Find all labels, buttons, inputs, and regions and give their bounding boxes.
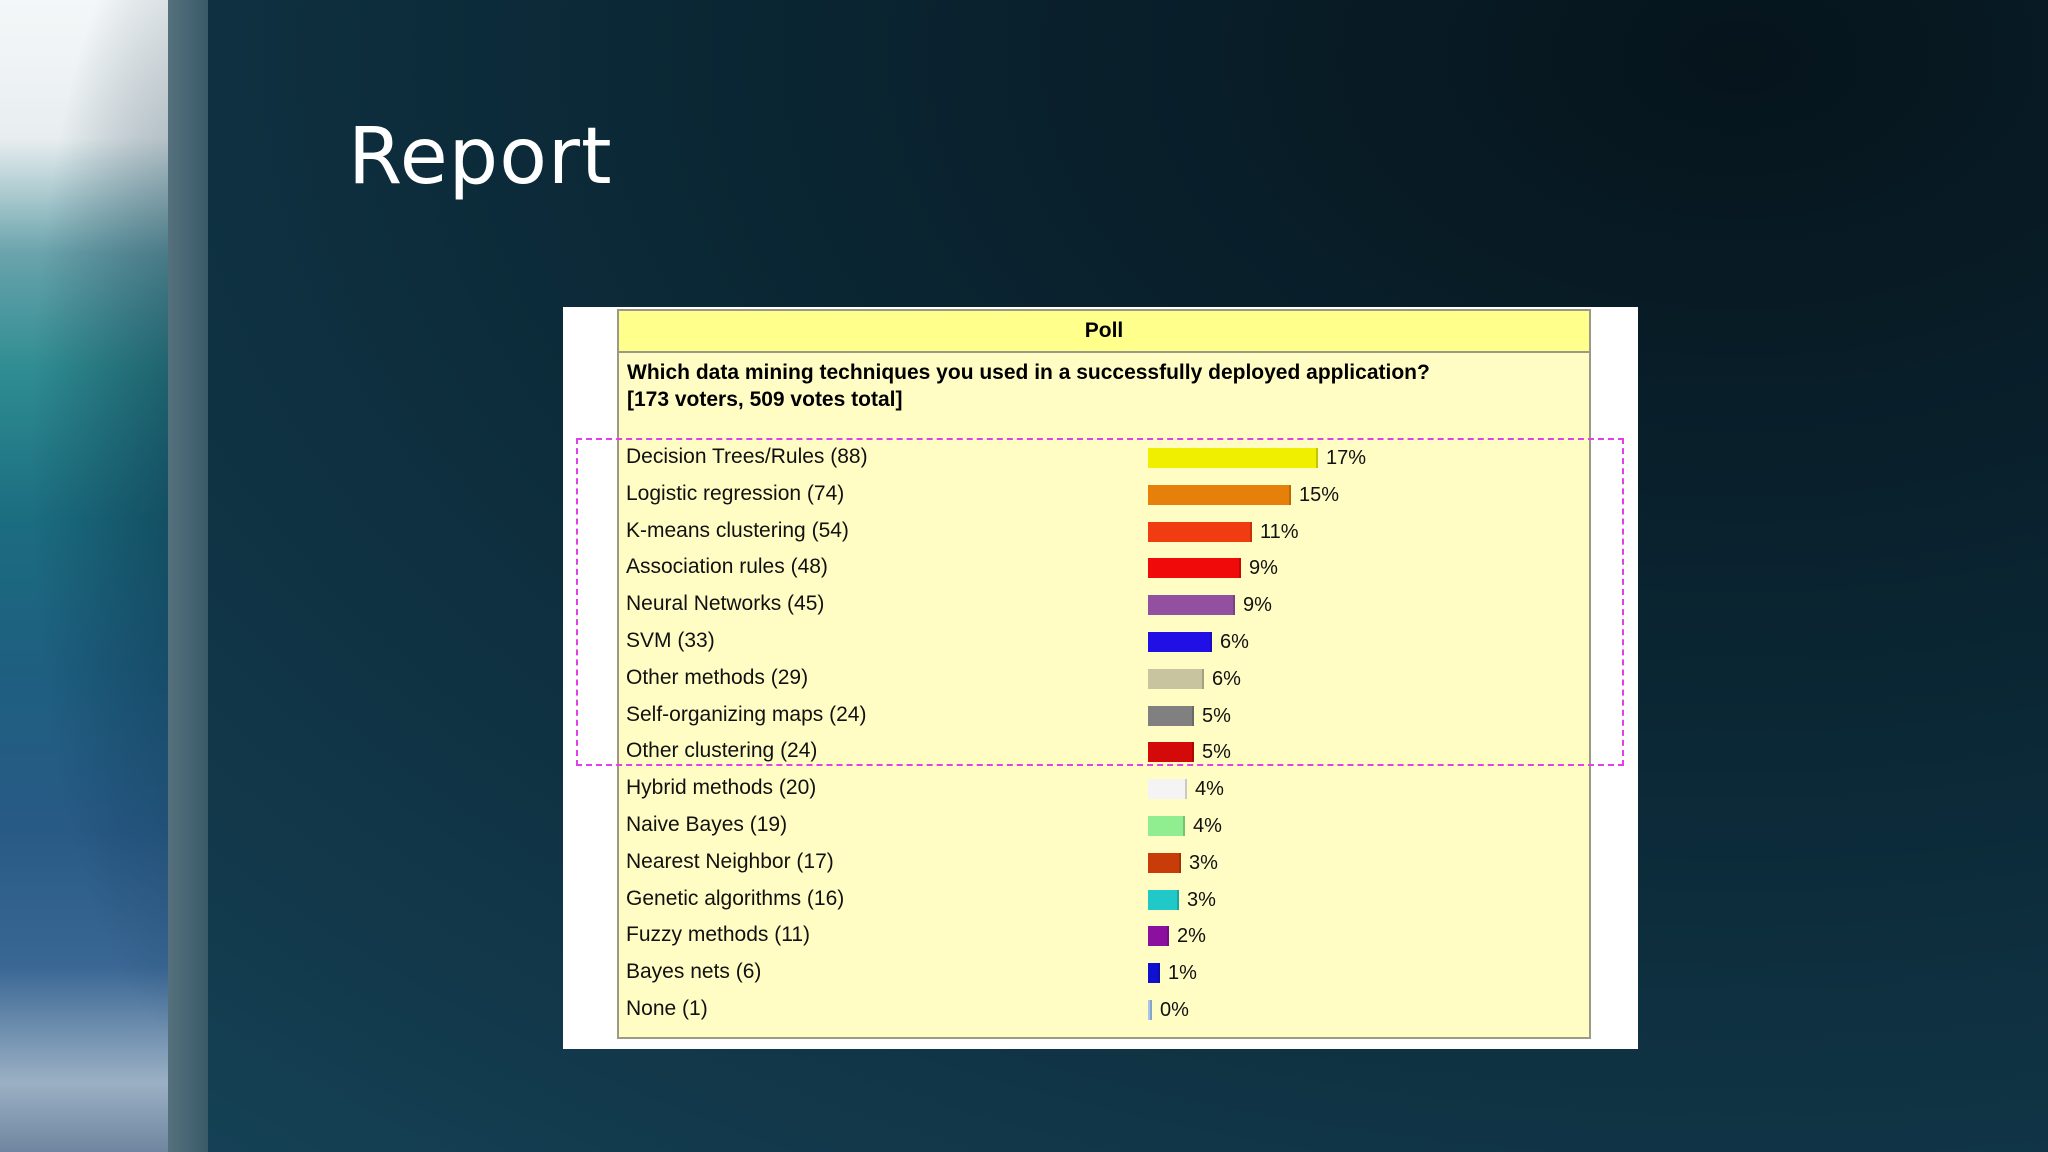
poll-row-label: Hybrid methods (20): [626, 776, 817, 800]
poll-header: Poll: [619, 311, 1589, 353]
poll-row-label: Genetic algorithms (16): [626, 886, 845, 910]
slide-title: Report: [348, 112, 613, 202]
poll-row-label: Association rules (48): [626, 555, 828, 579]
poll-bar: [1148, 1000, 1152, 1020]
poll-row-label: Self-organizing maps (24): [626, 702, 867, 726]
poll-row: Logistic regression (74) 15%: [563, 477, 1638, 511]
poll-row-label: None (1): [626, 997, 708, 1020]
poll-percent-label: 9%: [1243, 594, 1272, 617]
poll-bar: [1148, 779, 1187, 800]
poll-bar: [1148, 558, 1241, 579]
poll-row-label: Logistic regression (74): [626, 481, 845, 505]
poll-bar: [1148, 632, 1212, 652]
poll-row-label: SVM (33): [626, 629, 715, 652]
poll-percent-label: 2%: [1177, 925, 1206, 948]
poll-percent-label: 1%: [1168, 962, 1197, 985]
poll-row: K-means clustering (54) 11%: [563, 514, 1638, 548]
poll-row-label: Naive Bayes (19): [626, 813, 788, 836]
poll-percent-label: 11%: [1260, 520, 1299, 543]
poll-percent-label: 3%: [1189, 851, 1218, 874]
poll-row: Bayes nets (6) 1%: [563, 955, 1638, 989]
poll-row: Hybrid methods (20) 4%: [563, 771, 1638, 805]
poll-row-label: Other methods (29): [626, 665, 809, 689]
poll-row-label: Neural Networks (45): [626, 592, 825, 616]
poll-row: Self-organizing maps (24) 5%: [563, 698, 1638, 732]
poll-percent-label: 6%: [1220, 631, 1249, 653]
poll-row-label: Fuzzy methods (11): [626, 923, 811, 947]
poll-bar: [1148, 484, 1291, 505]
poll-row: Other methods (29) 6%: [563, 661, 1638, 695]
poll-row: Neural Networks (45) 9%: [563, 587, 1638, 621]
poll-row: Genetic algorithms (16) 3%: [563, 882, 1638, 916]
poll-bar: [1148, 595, 1235, 616]
poll-percent-label: 9%: [1249, 557, 1278, 580]
poll-bar: [1148, 448, 1318, 468]
poll-bar: [1148, 852, 1181, 873]
poll-row: Association rules (48) 9%: [563, 550, 1638, 584]
poll-bar: [1148, 521, 1252, 542]
poll-row: Naive Bayes (19) 4%: [563, 808, 1638, 842]
poll-percent-label: 5%: [1202, 704, 1231, 727]
poll-row-label: K-means clustering (54): [626, 518, 849, 542]
poll-row: Decision Trees/Rules (88) 17%: [563, 440, 1638, 474]
poll-bar: [1148, 926, 1169, 947]
poll-percent-label: 4%: [1193, 815, 1222, 837]
poll-panel: Poll Which data mining techniques you us…: [617, 309, 1591, 1039]
poll-bar: [1148, 668, 1204, 689]
poll-percent-label: 0%: [1160, 999, 1189, 1021]
poll-percent-label: 17%: [1326, 447, 1367, 469]
poll-percent-label: 15%: [1299, 483, 1340, 506]
poll-row: None (1) 0%: [563, 992, 1638, 1026]
poll-question: Which data mining techniques you used in…: [627, 359, 1577, 413]
poll-bar: [1148, 705, 1194, 726]
poll-row: SVM (33) 6%: [563, 624, 1638, 658]
poll-percent-label: 5%: [1202, 741, 1231, 764]
poll-bar: [1148, 816, 1185, 836]
poll-percent-label: 6%: [1212, 667, 1241, 690]
poll-row-label: Nearest Neighbor (17): [626, 849, 834, 873]
poll-row: Other clustering (24) 5%: [563, 734, 1638, 768]
poll-bar: [1148, 963, 1160, 984]
poll-voters-line: [173 voters, 509 votes total]: [627, 388, 903, 411]
poll-percent-label: 3%: [1187, 888, 1216, 911]
poll-row-label: Decision Trees/Rules (88): [626, 445, 868, 468]
poll-row-label: Other clustering (24): [626, 739, 818, 763]
poll-rows: Decision Trees/Rules (88) 17% Logistic reg…: [563, 307, 1638, 1049]
poll-question-text: Which data mining techniques you used in…: [627, 361, 1430, 384]
poll-percent-label: 4%: [1195, 778, 1224, 801]
side-divider: [168, 0, 208, 1152]
wave-image: [0, 0, 168, 1152]
poll-row-label: Bayes nets (6): [626, 960, 762, 984]
poll-row: Nearest Neighbor (17) 3%: [563, 845, 1638, 879]
poll-bar: [1148, 889, 1179, 910]
poll-row: Fuzzy methods (11) 2%: [563, 918, 1638, 952]
poll-bar: [1148, 742, 1194, 763]
poll-image: Poll Which data mining techniques you us…: [563, 307, 1638, 1049]
